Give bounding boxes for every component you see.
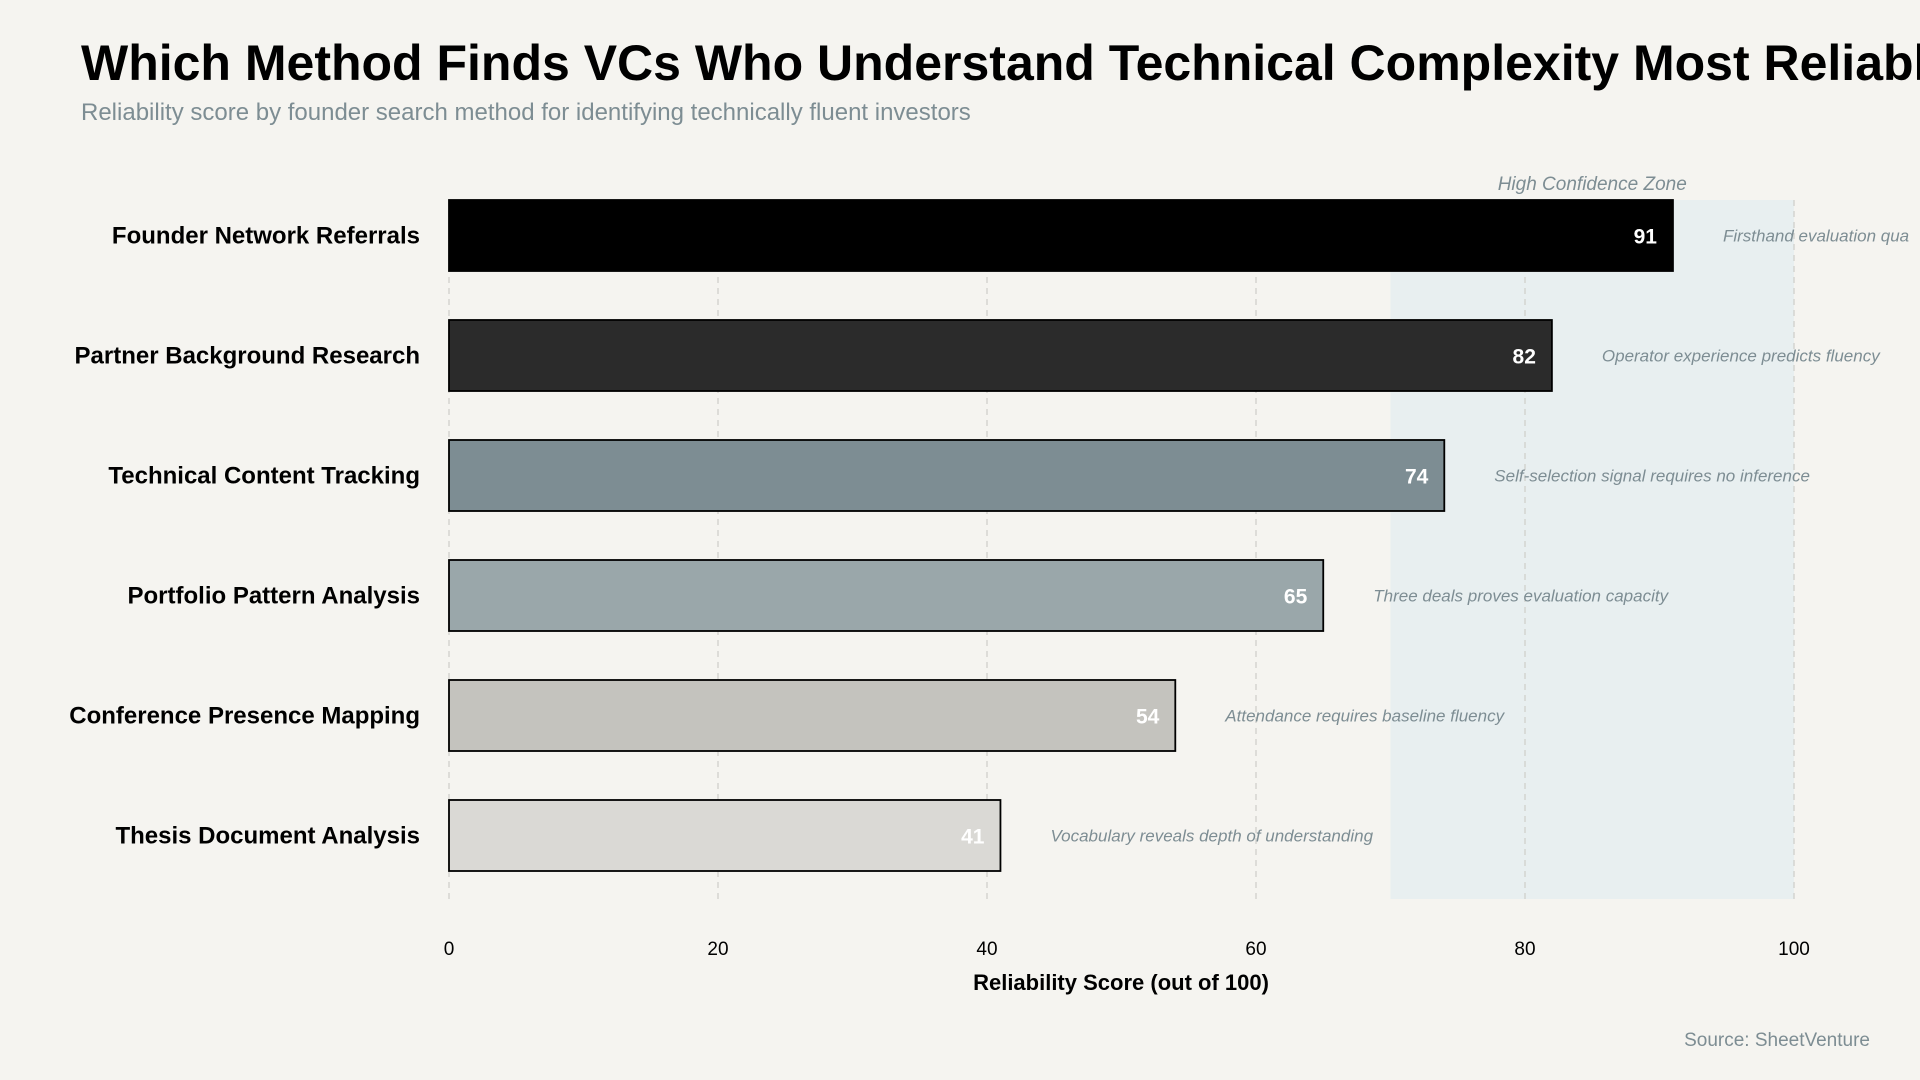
value-label: 74 (1405, 466, 1429, 489)
x-tick-label: 40 (976, 939, 997, 960)
bar (448, 799, 1002, 872)
x-tick-label: 0 (444, 939, 455, 960)
category-label: Thesis Document Analysis (115, 823, 420, 850)
annotation: Vocabulary reveals depth of understandin… (1050, 827, 1373, 846)
bar (448, 439, 1446, 512)
category-label: Partner Background Research (75, 343, 420, 370)
category-label: Founder Network Referrals (112, 223, 420, 250)
annotation: Firsthand evaluation qua (1723, 227, 1909, 246)
value-label: 41 (961, 826, 985, 849)
x-tick-label: 80 (1514, 939, 1535, 960)
value-label: 82 (1513, 346, 1536, 369)
category-label: Conference Presence Mapping (69, 703, 420, 730)
x-axis-label: Reliability Score (out of 100) (973, 970, 1269, 995)
zone-label: High Confidence Zone (1498, 174, 1687, 195)
value-label: 65 (1284, 586, 1308, 609)
x-tick-label: 60 (1245, 939, 1266, 960)
chart-title: Which Method Finds VCs Who Understand Te… (81, 35, 1920, 91)
value-label: 54 (1136, 706, 1160, 729)
bar (448, 679, 1177, 752)
annotation: Self-selection signal requires no infere… (1494, 467, 1810, 486)
x-tick-label: 20 (707, 939, 728, 960)
chart-subtitle: Reliability score by founder search meth… (81, 99, 971, 126)
value-label: 91 (1634, 226, 1658, 249)
annotation: Three deals proves evaluation capacity (1373, 587, 1669, 606)
annotation: Operator experience predicts fluency (1602, 347, 1881, 366)
bar (448, 199, 1674, 272)
category-label: Portfolio Pattern Analysis (128, 583, 421, 610)
bar (448, 319, 1553, 392)
high-confidence-zone (1390, 200, 1794, 899)
source-note: Source: SheetVenture (1684, 1030, 1870, 1051)
annotation: Attendance requires baseline fluency (1224, 707, 1505, 726)
x-tick-label: 100 (1778, 939, 1810, 960)
bar (448, 559, 1325, 632)
category-label: Technical Content Tracking (108, 463, 420, 490)
